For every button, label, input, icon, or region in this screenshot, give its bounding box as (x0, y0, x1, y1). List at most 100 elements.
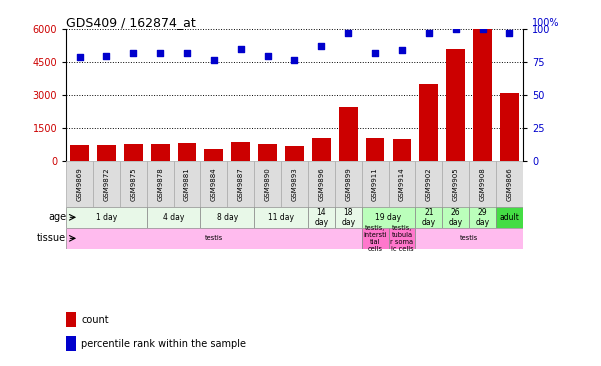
Bar (227, 161, 254, 207)
Bar (66, 336, 76, 351)
Text: 8 day: 8 day (217, 213, 238, 222)
Point (290, 57, 299, 63)
Bar (388, 228, 415, 249)
Bar (66, 207, 147, 228)
Bar (362, 228, 388, 249)
Bar (335, 161, 362, 207)
Text: adult: adult (499, 213, 519, 222)
Text: GSM9875: GSM9875 (130, 167, 136, 201)
Text: 11 day: 11 day (268, 213, 294, 222)
Point (317, 44, 326, 49)
Point (478, 26, 487, 32)
Point (263, 53, 272, 59)
Bar (147, 207, 201, 228)
Bar (151, 144, 169, 161)
Text: GSM9893: GSM9893 (291, 167, 297, 201)
Text: tissue: tissue (37, 234, 66, 243)
Bar (66, 161, 93, 207)
Text: GSM9869: GSM9869 (76, 167, 82, 201)
Bar (496, 161, 523, 207)
Point (236, 46, 246, 52)
Bar (362, 207, 415, 228)
Text: GSM9902: GSM9902 (426, 167, 432, 201)
Bar (204, 149, 224, 161)
Point (155, 50, 165, 56)
Point (102, 53, 111, 59)
Point (75, 54, 84, 60)
Text: testis,
tubula
r soma
ic cells: testis, tubula r soma ic cells (391, 225, 413, 252)
Text: 4 day: 4 day (163, 213, 185, 222)
Bar (419, 84, 438, 161)
Bar (469, 207, 496, 228)
Text: 21
day: 21 day (422, 208, 436, 227)
Text: GSM9881: GSM9881 (184, 167, 190, 201)
Text: testis: testis (205, 235, 223, 241)
Bar (124, 144, 142, 161)
Bar (388, 161, 415, 207)
Bar (442, 161, 469, 207)
Text: GSM9887: GSM9887 (238, 167, 244, 201)
Point (343, 30, 353, 36)
Bar (447, 49, 465, 161)
Text: 14
day: 14 day (314, 208, 328, 227)
Bar (415, 161, 442, 207)
Bar (500, 93, 519, 161)
Point (451, 26, 460, 32)
Bar (258, 144, 277, 161)
Text: GSM9866: GSM9866 (507, 167, 513, 201)
Point (370, 50, 380, 56)
Point (129, 50, 138, 56)
Bar (93, 161, 120, 207)
Text: GSM9890: GSM9890 (264, 167, 270, 201)
Bar (70, 145, 89, 161)
Point (397, 47, 407, 53)
Text: count: count (81, 315, 109, 325)
Text: GSM9896: GSM9896 (319, 167, 325, 201)
Text: GSM9899: GSM9899 (345, 167, 351, 201)
Point (505, 30, 514, 36)
Bar (469, 161, 496, 207)
Bar (254, 207, 308, 228)
Bar (362, 161, 388, 207)
Bar (201, 207, 254, 228)
Text: GSM9905: GSM9905 (453, 167, 459, 201)
Bar (365, 138, 385, 161)
Bar (120, 161, 147, 207)
Bar (285, 146, 304, 161)
Bar (312, 138, 331, 161)
Text: GDS409 / 162874_at: GDS409 / 162874_at (66, 16, 196, 29)
Text: testis: testis (460, 235, 478, 241)
Bar (66, 228, 362, 249)
Text: GSM9911: GSM9911 (372, 167, 378, 201)
Text: percentile rank within the sample: percentile rank within the sample (81, 339, 246, 349)
Bar (231, 142, 250, 161)
Point (182, 50, 192, 56)
Bar (496, 207, 523, 228)
Text: 26
day: 26 day (448, 208, 463, 227)
Text: GSM9878: GSM9878 (157, 167, 163, 201)
Text: age: age (48, 212, 66, 222)
Bar (308, 161, 335, 207)
Text: 1 day: 1 day (96, 213, 117, 222)
Text: 19 day: 19 day (376, 213, 401, 222)
Text: GSM9914: GSM9914 (399, 167, 405, 201)
Bar (97, 145, 116, 161)
Text: 29
day: 29 day (475, 208, 490, 227)
Bar (308, 207, 335, 228)
Bar (339, 107, 358, 161)
Bar (473, 29, 492, 161)
Text: GSM9884: GSM9884 (211, 167, 217, 201)
Bar (178, 143, 197, 161)
Text: GSM9908: GSM9908 (480, 167, 486, 201)
Bar (281, 161, 308, 207)
Text: testis,
intersti
tial
cells: testis, intersti tial cells (363, 225, 387, 252)
Bar (201, 161, 227, 207)
Bar (254, 161, 281, 207)
Bar (392, 139, 411, 161)
Bar (415, 228, 523, 249)
Text: 100%: 100% (532, 18, 560, 28)
Text: 18
day: 18 day (341, 208, 355, 227)
Text: GSM9872: GSM9872 (103, 167, 109, 201)
Bar (442, 207, 469, 228)
Point (209, 57, 219, 63)
